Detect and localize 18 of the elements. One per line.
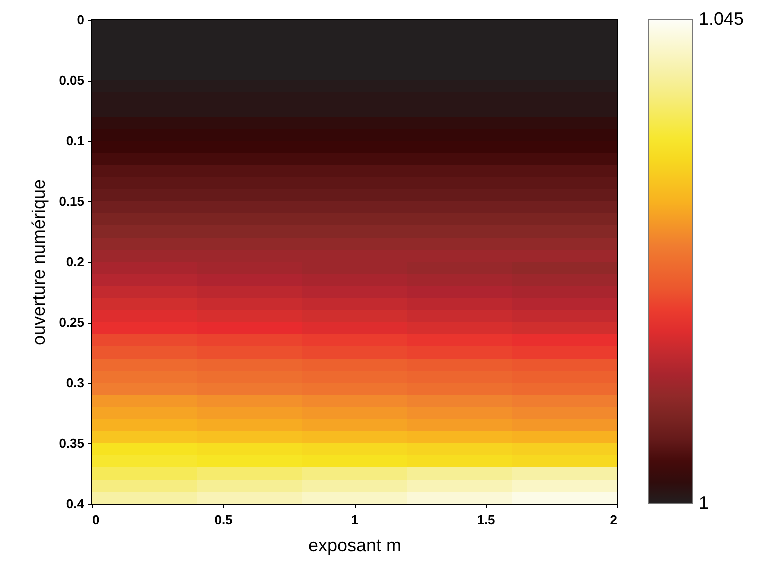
- y-axis-title: ouverture numérique: [29, 179, 50, 346]
- y-tick-label: 0.4: [66, 496, 86, 512]
- x-axis-title: exposant m: [308, 536, 402, 556]
- color-bar-label: 1: [699, 493, 710, 513]
- color-bar-label: 1.045: [699, 9, 744, 29]
- y-tick-label: 0.15: [59, 194, 84, 209]
- y-tick-label: 0.3: [66, 376, 84, 390]
- x-tick-label: 0.5: [214, 512, 233, 528]
- y-tick-label: 0.35: [59, 436, 84, 451]
- y-tick-label: 0.25: [59, 315, 84, 330]
- y-tick-label: 0.1: [66, 134, 84, 148]
- y-tick-label: 0.05: [59, 73, 84, 88]
- x-tick-label: 1: [351, 512, 359, 528]
- x-tick-label: 1.5: [477, 512, 496, 528]
- y-tick-label: 0.2: [66, 254, 84, 270]
- y-tick-label: 0: [77, 12, 84, 28]
- x-tick-label: 2: [610, 512, 618, 528]
- x-tick-label: 0: [92, 512, 100, 528]
